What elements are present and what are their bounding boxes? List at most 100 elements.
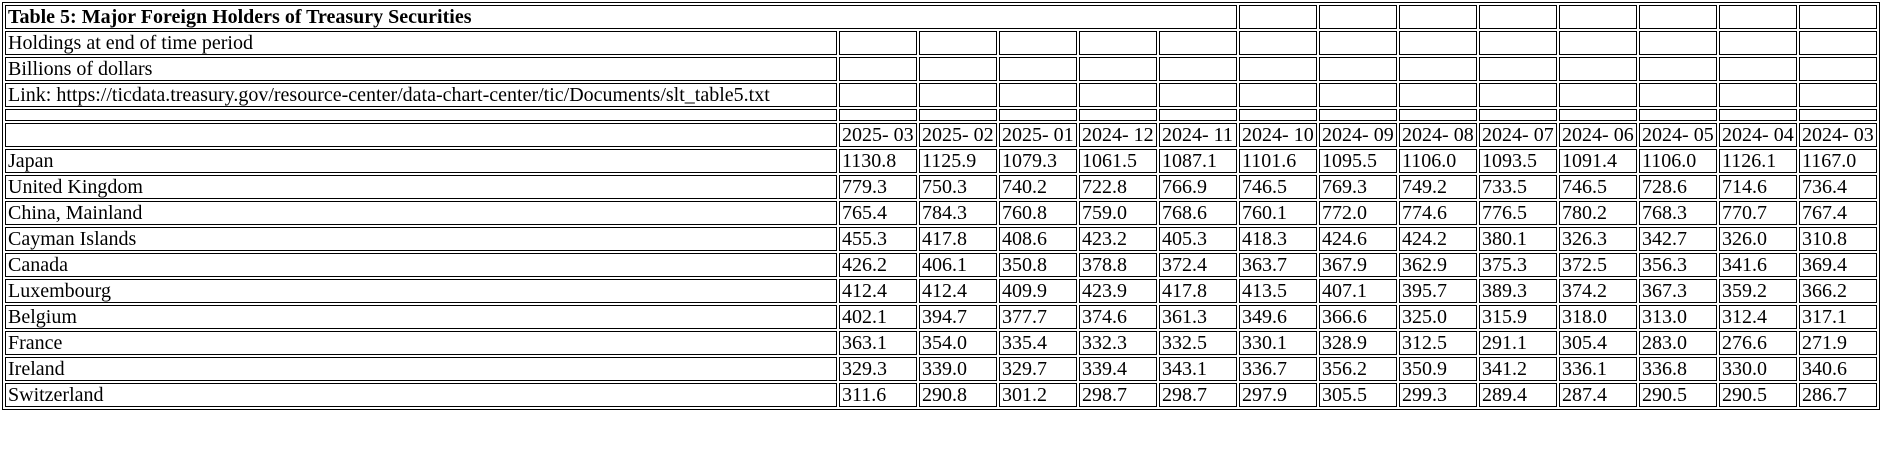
value-cell: 417.8 <box>1159 279 1238 303</box>
value-cell: 310.8 <box>1799 227 1878 251</box>
value-cell: 366.2 <box>1799 279 1878 303</box>
value-cell: 406.1 <box>919 253 997 277</box>
column-header-cell: 2024- 10 <box>1239 123 1318 147</box>
value-cell: 408.6 <box>999 227 1077 251</box>
empty-cell <box>1559 5 1638 29</box>
value-cell: 1079.3 <box>999 149 1077 173</box>
empty-cell <box>1639 5 1718 29</box>
value-cell: 305.4 <box>1559 331 1638 355</box>
value-cell: 1087.1 <box>1159 149 1238 173</box>
column-header-cell: 2024- 06 <box>1559 123 1638 147</box>
value-cell: 287.4 <box>1559 383 1638 407</box>
value-cell: 301.2 <box>999 383 1077 407</box>
value-cell: 315.9 <box>1479 305 1558 329</box>
value-cell: 363.1 <box>839 331 917 355</box>
empty-cell <box>999 31 1077 55</box>
empty-cell <box>1239 83 1318 107</box>
value-cell: 765.4 <box>839 201 917 225</box>
empty-cell <box>1719 57 1798 81</box>
value-cell: 350.8 <box>999 253 1077 277</box>
value-cell: 784.3 <box>919 201 997 225</box>
value-cell: 286.7 <box>1799 383 1878 407</box>
value-cell: 380.1 <box>1479 227 1558 251</box>
value-cell: 746.5 <box>1239 175 1318 199</box>
value-cell: 760.8 <box>999 201 1077 225</box>
empty-cell <box>1559 31 1638 55</box>
empty-cell <box>839 57 917 81</box>
empty-cell <box>1239 5 1318 29</box>
value-cell: 335.4 <box>999 331 1077 355</box>
value-cell: 375.3 <box>1479 253 1558 277</box>
empty-cell <box>1079 83 1157 107</box>
empty-cell <box>1159 31 1238 55</box>
empty-cell <box>1319 5 1398 29</box>
row-label-cell: Switzerland <box>5 383 837 407</box>
column-header-cell: 2025- 01 <box>999 123 1077 147</box>
value-cell: 394.7 <box>919 305 997 329</box>
value-cell: 417.8 <box>919 227 997 251</box>
empty-cell <box>999 57 1077 81</box>
value-cell: 332.5 <box>1159 331 1238 355</box>
value-cell: 283.0 <box>1639 331 1718 355</box>
value-cell: 1106.0 <box>1399 149 1478 173</box>
value-cell: 728.6 <box>1639 175 1718 199</box>
empty-cell <box>999 83 1077 107</box>
row-label-cell: Canada <box>5 253 837 277</box>
value-cell: 336.1 <box>1559 357 1638 381</box>
value-cell: 290.8 <box>919 383 997 407</box>
value-cell: 772.0 <box>1319 201 1398 225</box>
value-cell: 395.7 <box>1399 279 1478 303</box>
empty-cell <box>1479 109 1558 121</box>
value-cell: 326.0 <box>1719 227 1798 251</box>
subtitle-row-holdings: Holdings at end of time period <box>5 31 1878 55</box>
empty-cell <box>1559 57 1638 81</box>
value-cell: 722.8 <box>1079 175 1157 199</box>
value-cell: 359.2 <box>1719 279 1798 303</box>
value-cell: 423.2 <box>1079 227 1157 251</box>
row-label-cell: Cayman Islands <box>5 227 837 251</box>
value-cell: 372.4 <box>1159 253 1238 277</box>
value-cell: 290.5 <box>1719 383 1798 407</box>
value-cell: 378.8 <box>1079 253 1157 277</box>
value-cell: 340.6 <box>1799 357 1878 381</box>
empty-cell <box>919 109 997 121</box>
empty-cell <box>1319 83 1398 107</box>
value-cell: 407.1 <box>1319 279 1398 303</box>
empty-cell <box>1479 57 1558 81</box>
value-cell: 774.6 <box>1399 201 1478 225</box>
value-cell: 424.2 <box>1399 227 1478 251</box>
column-header-cell: 2024- 07 <box>1479 123 1558 147</box>
value-cell: 336.8 <box>1639 357 1718 381</box>
row-label-cell: United Kingdom <box>5 175 837 199</box>
empty-cell <box>1639 31 1718 55</box>
empty-cell <box>1319 31 1398 55</box>
empty-cell <box>1239 109 1318 121</box>
value-cell: 366.6 <box>1319 305 1398 329</box>
value-cell: 455.3 <box>839 227 917 251</box>
link-row: Link: https://ticdata.treasury.gov/resou… <box>5 83 1878 107</box>
value-cell: 769.3 <box>1319 175 1398 199</box>
value-cell: 343.1 <box>1159 357 1238 381</box>
value-cell: 350.9 <box>1399 357 1478 381</box>
value-cell: 412.4 <box>919 279 997 303</box>
value-cell: 329.7 <box>999 357 1077 381</box>
subtitle-holdings: Holdings at end of time period <box>5 31 837 55</box>
value-cell: 298.7 <box>1159 383 1238 407</box>
empty-cell <box>1719 31 1798 55</box>
empty-cell <box>839 83 917 107</box>
empty-cell <box>1239 57 1318 81</box>
empty-cell <box>1159 109 1238 121</box>
value-cell: 736.4 <box>1799 175 1878 199</box>
value-cell: 377.7 <box>999 305 1077 329</box>
value-cell: 349.6 <box>1239 305 1318 329</box>
table-row: Belgium 402.1 394.7 377.7 374.6 361.3 349.6 366… <box>5 305 1878 329</box>
value-cell: 746.5 <box>1559 175 1638 199</box>
value-cell: 780.2 <box>1559 201 1638 225</box>
empty-cell <box>1399 57 1478 81</box>
empty-cell <box>1559 109 1638 121</box>
empty-cell <box>839 31 917 55</box>
value-cell: 325.0 <box>1399 305 1478 329</box>
value-cell: 297.9 <box>1239 383 1318 407</box>
row-label-cell: Ireland <box>5 357 837 381</box>
value-cell: 714.6 <box>1719 175 1798 199</box>
